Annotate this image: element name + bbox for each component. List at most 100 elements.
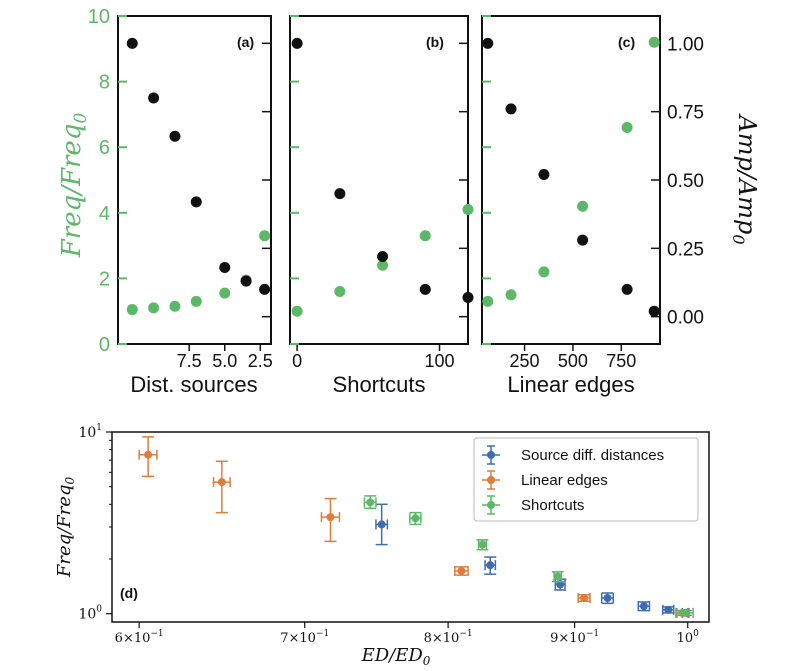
panel-d-xtick-exp: −1 <box>586 629 599 639</box>
left-ytick-label-0: 0 <box>99 334 110 356</box>
panel-d-ylabel-main: Freq/Freq <box>54 485 75 579</box>
panel-b-freq-point <box>377 259 389 271</box>
panel-d-ytick-base: 10 <box>78 607 96 623</box>
panel-b-freq-point <box>419 230 431 242</box>
panel-d-xlabel: ED/ED0 <box>361 645 431 668</box>
right-ytick-label-3: 0.75 <box>667 103 704 124</box>
panel-c-xtick-label-2: 750 <box>606 351 636 371</box>
panel-d-xtick-exp: −1 <box>150 629 163 639</box>
left-ytick-label-2: 4 <box>99 203 110 225</box>
panel-d-linear-point <box>144 450 153 459</box>
panel-b-freq-point <box>334 286 346 298</box>
panel-b-amp-point <box>291 37 303 49</box>
panel-label-b: (b) <box>426 34 444 50</box>
panel-d-xtick-exp: −1 <box>316 629 329 639</box>
panel-d-shortcut-point <box>366 498 375 507</box>
panel-d-ylabel-sub: 0 <box>63 477 77 485</box>
panel-d-ytick-label-1: 101 <box>78 423 102 441</box>
panel-d-linear-point <box>326 513 335 522</box>
panel-a-freq-point <box>259 230 271 242</box>
panel-a-amp-point <box>240 275 252 287</box>
panel-c-xlabel: Linear edges <box>507 372 634 397</box>
panel-d-xtick-label-0: 6×10−1 <box>115 629 164 646</box>
panel-c-freq-point <box>577 200 589 212</box>
left-ytick-label-3: 6 <box>99 137 110 159</box>
panel-d-xtick-base: 10 <box>677 631 694 646</box>
right-y-title-sub: 0 <box>729 234 748 244</box>
panel-c-xtick-label-0: 250 <box>510 351 540 371</box>
panel-b-frame <box>289 15 469 345</box>
panel-b-freq-point <box>291 305 303 317</box>
left-ytick-label-5: 10 <box>88 6 110 28</box>
panel-a-amp-point <box>190 196 202 208</box>
panel-b-xtick-label-0: 0 <box>292 351 302 371</box>
panel-d-ylabel: Freq/Freq0 <box>54 477 77 579</box>
panel-d-xlabel-sub: 0 <box>423 654 431 668</box>
panel-d-shortcut-point <box>553 572 562 581</box>
panel-a-freq-point <box>169 300 181 312</box>
panel-d-linear-point <box>217 478 226 487</box>
legend-shortcut-marker <box>487 501 495 509</box>
panel-d-linear-point <box>457 566 466 575</box>
panel-c-amp-point <box>482 37 494 49</box>
panel-d-xtick-label-1: 7×10−1 <box>280 629 329 646</box>
panel-d-xlabel-main: ED/ED <box>361 645 424 666</box>
panel-b-xtick-label-1: 100 <box>424 351 454 371</box>
panel-d-shortcut-point <box>680 608 689 617</box>
panel-a-amp-point <box>219 261 231 273</box>
panel-d-xtick-exp: 0 <box>693 629 699 639</box>
panel-c-amp-point <box>621 283 633 295</box>
panel-a-freq-point <box>126 304 138 316</box>
legend-box <box>473 437 699 522</box>
right-ytick-label-0: 0.00 <box>667 308 704 329</box>
legend-shortcut-label: Shortcuts <box>521 497 584 514</box>
panel-label-a: (a) <box>237 34 254 50</box>
panel-b-amp-point <box>334 188 346 200</box>
panel-a-xtick-label-0: 7.5 <box>177 351 202 371</box>
legend-linear-marker <box>487 476 495 484</box>
panel-d-ytick-exp: 1 <box>96 423 102 433</box>
panel-a-amp-point <box>259 283 271 295</box>
panel-d-ytick-exp: 0 <box>96 605 102 615</box>
legend-source-marker <box>487 451 495 459</box>
left-y-title-sub: 0 <box>71 113 91 124</box>
left-ytick-label-1: 2 <box>99 268 110 290</box>
panel-d-xtick-label-2: 8×10−1 <box>424 629 473 646</box>
panel-label-c: (c) <box>618 34 635 50</box>
left-y-axis-title: Freq/Freq0 <box>57 113 91 259</box>
chart-marks: 7.5 5.0 2.5 0 100 250 500 75002468100.000.250.5… <box>78 6 704 646</box>
right-ytick-label-1: 0.25 <box>667 239 704 260</box>
left-ytick-label-4: 8 <box>99 72 110 94</box>
right-y-axis-title: Amp/Amp0 <box>729 113 761 244</box>
panel-c-freq-point <box>505 289 517 301</box>
panel-d-ytick-base: 10 <box>78 425 96 441</box>
panel-a-xtick-label-1: 5.0 <box>212 351 237 371</box>
panel-d-xtick-base: 7×10 <box>280 631 316 646</box>
panel-d-xtick-base: 9×10 <box>550 631 586 646</box>
panel-a-freq-point <box>219 287 231 299</box>
right-ytick-label-2: 0.50 <box>667 171 704 192</box>
panel-c-xtick-label-1: 500 <box>558 351 588 371</box>
panel-d-source-point <box>639 602 648 611</box>
panel-a-freq-point <box>148 302 160 314</box>
panel-d-ytick-label-0: 100 <box>78 605 102 623</box>
panel-c-freq-point <box>648 36 660 48</box>
panel-d-linear-point <box>580 593 589 602</box>
panel-d-xtick-label-4: 100 <box>677 629 700 646</box>
panel-d-xtick-label-3: 9×10−1 <box>550 629 599 646</box>
panel-d-shortcut-point <box>411 514 420 523</box>
right-ytick-label-4: 1.00 <box>667 34 704 55</box>
panel-a-amp-point <box>169 130 181 142</box>
panel-c-freq-point <box>621 122 633 134</box>
legend-linear-label: Linear edges <box>521 472 608 489</box>
panel-b-amp-point <box>377 251 389 263</box>
panel-b-amp-point <box>462 292 474 304</box>
panel-d-source-point <box>664 605 673 614</box>
panel-a-xlabel: Dist. sources <box>130 372 257 397</box>
panel-c-freq-point <box>538 266 550 278</box>
panel-c-amp-point <box>577 234 589 246</box>
panel-b-freq-point <box>462 204 474 216</box>
panel-c-amp-point <box>505 103 517 115</box>
panel-label-d: (d) <box>120 585 138 601</box>
